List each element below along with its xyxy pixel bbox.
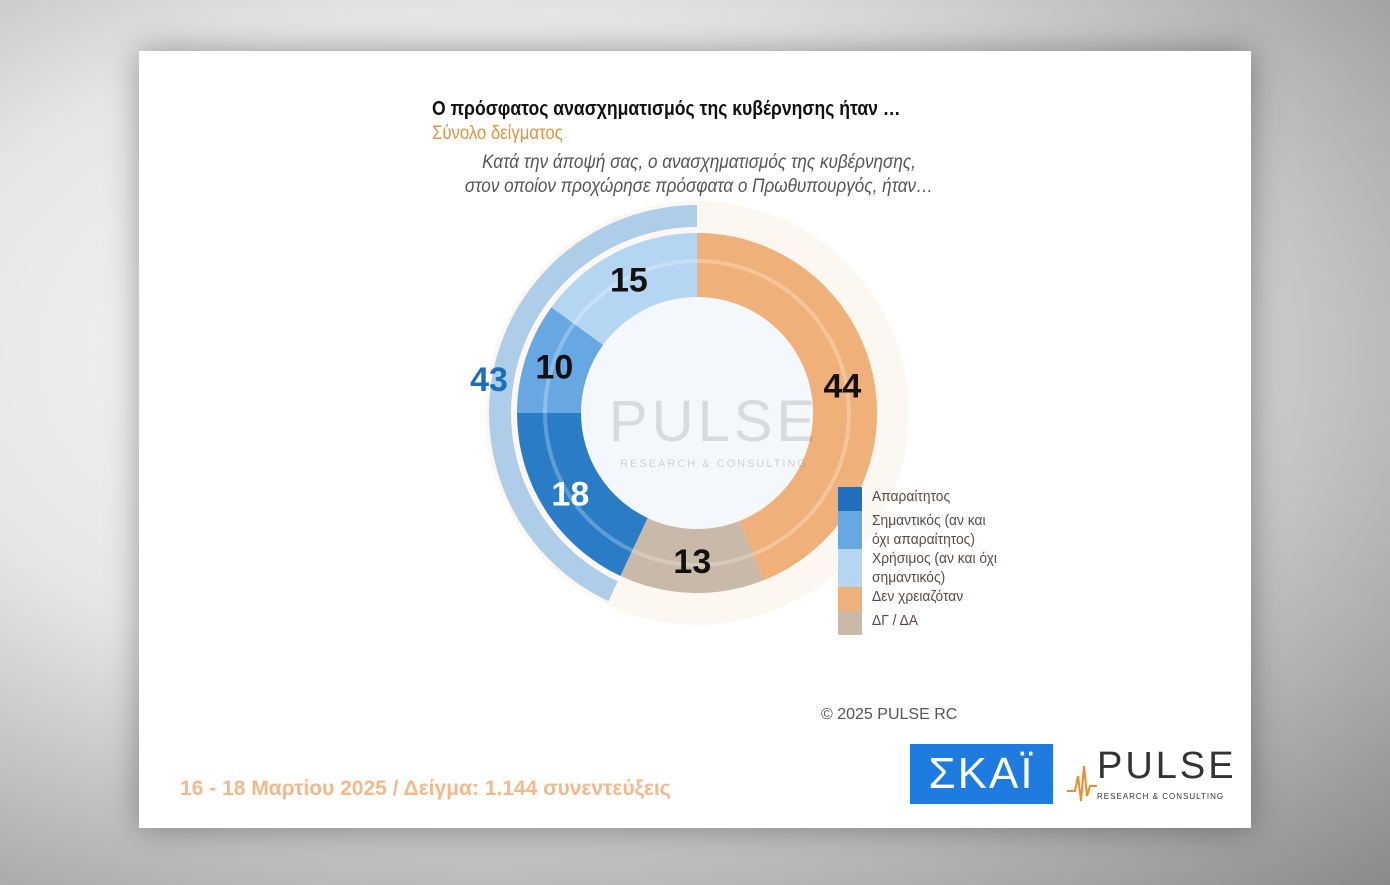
pulse-logo: PULSE RESEARCH & CONSULTING (1067, 741, 1237, 811)
donut-slice (517, 413, 648, 576)
legend-label: Σημαντικός (αν και όχι απαραίτητος) (872, 512, 986, 548)
donut-slice (551, 233, 697, 345)
data-label: 18 (551, 475, 589, 513)
legend: Απαραίτητος Σημαντικός (αν και όχι απαραί… (838, 487, 1012, 635)
question-line-1: Κατά την άποψή σας, ο ανασχηματισμός της… (482, 152, 916, 173)
data-label: 13 (673, 543, 711, 581)
legend-item: Δεν χρειαζόταν (838, 587, 1012, 611)
skai-logo: ΣΚΑΪ (910, 744, 1053, 804)
donut-chart: 44 13 18 10 15 43 PULSE RESEARCH & CONSULTING (470, 201, 909, 625)
donut-slice (517, 307, 604, 413)
data-label: 15 (610, 261, 648, 299)
legend-swatch (838, 487, 862, 511)
aggregate-label: 43 (470, 361, 508, 399)
legend-label: ΔΓ / ΔΑ (872, 612, 918, 629)
watermark-text: PULSE (609, 389, 819, 454)
data-label: 10 (535, 349, 573, 387)
legend-item: Απαραίτητος (838, 487, 1012, 511)
slice-highlight (572, 259, 697, 325)
copyright: © 2025 PULSE RC (821, 706, 958, 723)
legend-swatch (838, 611, 862, 635)
legend-item: Σημαντικός (αν και όχι απαραίτητος) (838, 511, 1012, 549)
legend-label: Χρήσιμος (αν και όχι σημαντικός) (872, 550, 997, 586)
aggregate-arc (488, 205, 697, 602)
slice-highlight (543, 322, 576, 413)
chart-subtitle: Σύνολο δείγματος (432, 123, 563, 144)
legend-item: ΔΓ / ΔΑ (838, 611, 1012, 635)
footer-fieldwork: 16 - 18 Μαρτίου 2025 / Δείγμα: 1.144 συν… (180, 777, 671, 800)
legend-swatch (838, 587, 862, 611)
pulse-wave-icon (1067, 765, 1097, 802)
legend-label: Δεν χρειαζόταν (872, 588, 964, 605)
donut-center (581, 297, 813, 529)
donut-slice (620, 517, 764, 593)
data-label: 44 (823, 367, 861, 405)
survey-question: Κατά την άποψή σας, ο ανασχηματισμός της… (447, 151, 951, 199)
legend-swatch (838, 511, 862, 549)
legend-swatch (838, 549, 862, 587)
slice-highlight (631, 548, 754, 567)
question-line-2: στον οποίον προχώρησε πρόσφατα ο Πρωθυπο… (464, 176, 934, 197)
legend-item: Χρήσιμος (αν και όχι σημαντικός) (838, 549, 1012, 587)
donut-slice (697, 233, 877, 581)
chart-title: Ο πρόσφατος ανασχηματισμός της κυβέρνηση… (432, 98, 901, 120)
legend-label: Απαραίτητος (872, 488, 951, 505)
watermark-subtext: RESEARCH & CONSULTING (620, 458, 808, 470)
slice-highlight (543, 413, 634, 553)
chart-card: Ο πρόσφατος ανασχηματισμός της κυβέρνηση… (139, 51, 1251, 828)
